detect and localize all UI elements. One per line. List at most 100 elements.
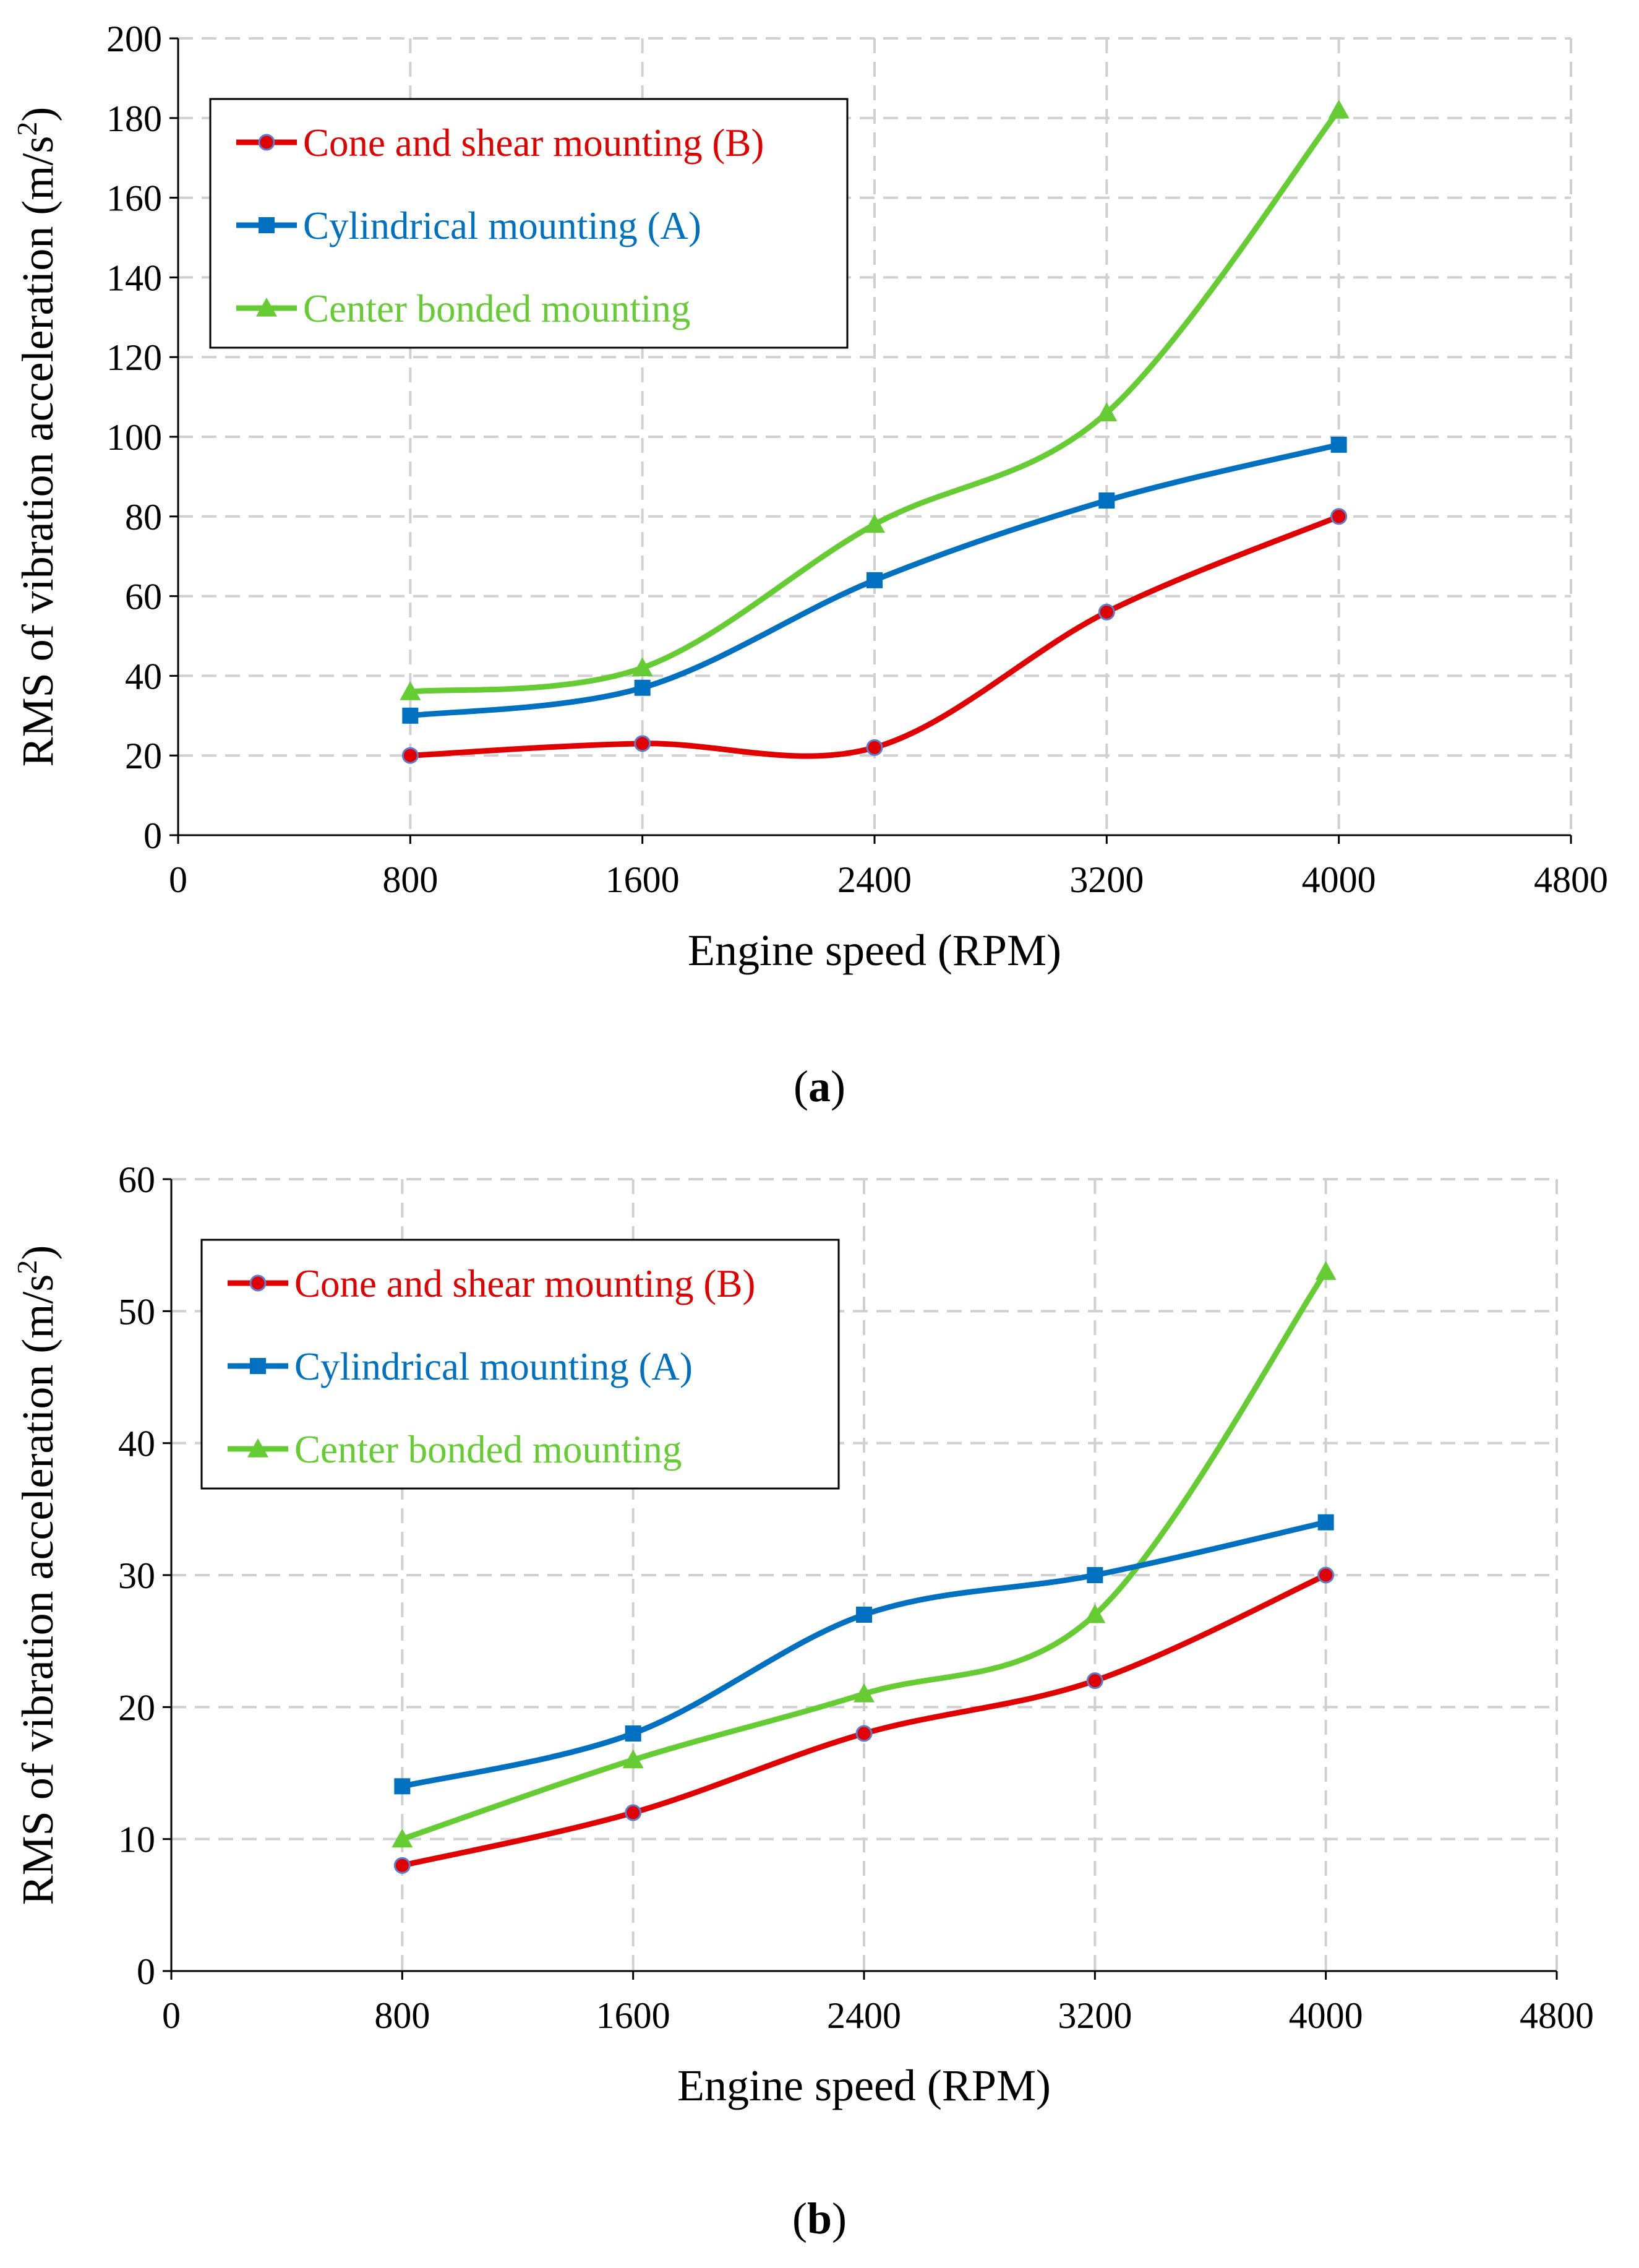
y-tick-label: 180: [106, 98, 162, 139]
data-point: [1328, 99, 1350, 119]
series-triangle: [400, 99, 1350, 700]
legend-swatch-marker: [256, 298, 277, 317]
data-point: [856, 1607, 872, 1623]
y-axis-title: RMS of vibration acceleration (m/s2): [11, 1245, 62, 1905]
y-tick-label: 20: [118, 1687, 155, 1728]
data-point: [1330, 508, 1348, 525]
y-tick-label: 10: [118, 1819, 155, 1860]
y-tick-label: 160: [106, 178, 162, 219]
y-axis-title-main: RMS of vibration acceleration (m/s: [13, 136, 62, 767]
x-tick-label: 1600: [596, 1995, 670, 2036]
legend: Cone and shear mounting (B) Cylindrical m…: [209, 98, 849, 349]
series-line: [399, 1268, 1329, 1842]
data-point: [1317, 1514, 1334, 1531]
legend-swatch-marker: [258, 134, 275, 151]
y-tick-label: 100: [106, 417, 162, 458]
y-axis-title-superscript: 2: [11, 122, 43, 136]
legend: Cone and shear mounting (B) Cylindrical m…: [200, 1239, 840, 1490]
y-tick-label: 40: [125, 656, 162, 697]
y-tick-label: 80: [125, 497, 162, 538]
legend-swatch-marker: [249, 1274, 267, 1292]
y-axis-title-main: RMS of vibration acceleration (m/s: [13, 1274, 62, 1905]
series-square: [402, 436, 1347, 724]
y-tick-label: 30: [118, 1555, 155, 1596]
data-point: [393, 1857, 411, 1874]
data-point: [1086, 1672, 1103, 1690]
data-point: [1315, 1261, 1337, 1280]
legend-box: [200, 1239, 840, 1490]
caption-close: ): [831, 1062, 845, 1111]
caption-letter: b: [807, 2194, 832, 2243]
data-point: [392, 1828, 413, 1848]
series-circle: [393, 1566, 1335, 1874]
series-triangle: [392, 1261, 1337, 1848]
legend-swatch-marker: [247, 1438, 268, 1458]
figure-caption: (a): [794, 1062, 845, 1111]
data-point: [1098, 603, 1115, 621]
y-tick-label: 60: [118, 1159, 155, 1200]
x-tick-label: 3200: [1069, 859, 1144, 900]
caption-open: (: [794, 1062, 808, 1111]
data-point: [401, 747, 419, 764]
data-point: [1087, 1567, 1103, 1583]
caption-close: ): [832, 2194, 847, 2243]
legend-item: Cone and shear mounting (B): [228, 1262, 755, 1305]
legend-label: Cylindrical mounting (A): [294, 1345, 693, 1388]
data-point: [625, 1725, 641, 1742]
x-tick-label: 2400: [837, 859, 912, 900]
y-tick-label: 0: [143, 815, 162, 856]
y-tick-label: 0: [137, 1951, 155, 1992]
y-axis-title-close: ): [13, 107, 62, 122]
legend-box: [209, 98, 849, 349]
chart-b: 0 10 20 30 40 50 60 0 800 1600 2400 3200 4000 4800 Eng…: [11, 1159, 1594, 2243]
legend-swatch-marker: [250, 1358, 266, 1374]
chart-a: 0 20 40 60 80 100 120 140 160 180 200 0 800 1600 2400 3…: [11, 19, 1608, 1111]
y-tick-label: 120: [106, 337, 162, 378]
y-tick-label: 40: [118, 1424, 155, 1464]
legend-item: Center bonded mounting: [236, 287, 690, 330]
legend-label: Center bonded mounting: [303, 287, 690, 330]
figure-caption: (b): [792, 2194, 847, 2243]
x-axis-title: Engine speed (RPM): [677, 2061, 1051, 2110]
y-tick-label: 60: [125, 577, 162, 617]
x-tick-label: 4000: [1289, 1995, 1363, 2036]
data-point: [864, 513, 885, 533]
data-point: [1317, 1566, 1335, 1584]
y-tick-label: 200: [106, 19, 162, 59]
data-point: [394, 1778, 411, 1795]
legend-item: Cone and shear mounting (B): [236, 121, 764, 165]
data-point: [400, 681, 421, 700]
x-axis-title: Engine speed (RPM): [688, 926, 1061, 975]
x-tick-label: 800: [374, 1995, 430, 2036]
data-point: [622, 1749, 644, 1769]
x-tick-label: 800: [382, 859, 438, 900]
y-axis-title: RMS of vibration acceleration (m/s2): [11, 107, 62, 767]
data-point: [402, 707, 419, 724]
caption-open: (: [792, 2194, 807, 2243]
legend-item: Cylindrical mounting (A): [236, 204, 701, 247]
data-point: [854, 1683, 875, 1703]
y-tick-label: 20: [125, 736, 162, 776]
data-point: [1330, 436, 1347, 453]
legend-swatch-marker: [259, 217, 275, 233]
data-point: [634, 679, 651, 696]
y-axis-title-superscript: 2: [11, 1260, 43, 1274]
series-square: [394, 1514, 1334, 1795]
y-axis-title-close: ): [13, 1245, 62, 1260]
x-tick-label: 3200: [1058, 1995, 1132, 2036]
x-tick-label: 4800: [1534, 859, 1608, 900]
data-point: [1084, 1604, 1106, 1623]
legend-label: Cone and shear mounting (B): [303, 121, 764, 165]
series-line: [407, 107, 1342, 695]
x-tick-label: 1600: [606, 859, 680, 900]
data-point: [1096, 402, 1118, 421]
legend-item: Center bonded mounting: [228, 1428, 682, 1471]
data-point: [625, 1804, 642, 1821]
legend-label: Cylindrical mounting (A): [303, 204, 701, 247]
data-point: [631, 657, 653, 677]
x-tick-label: 0: [162, 1995, 181, 2036]
caption-letter: a: [808, 1062, 831, 1111]
legend-label: Cone and shear mounting (B): [294, 1262, 755, 1305]
y-tick-label: 140: [106, 257, 162, 298]
